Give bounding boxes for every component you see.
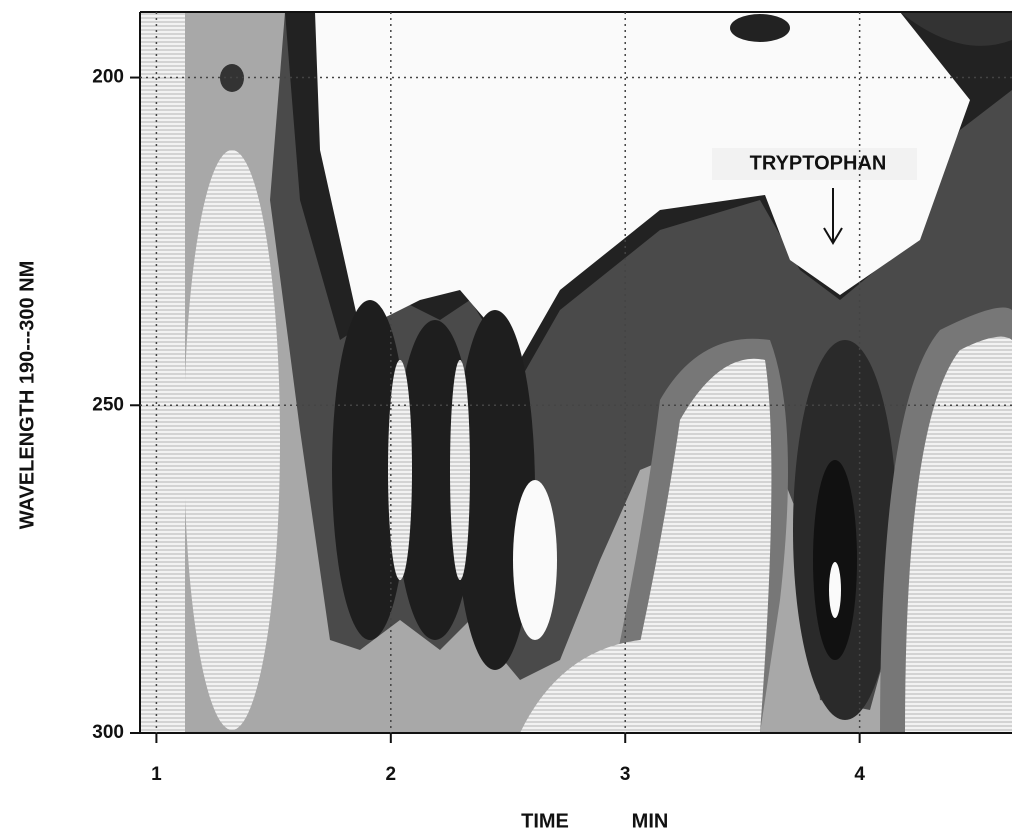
annotation-box: [712, 148, 917, 180]
x-tick-label: 4: [854, 764, 865, 785]
y-tick-label: 300: [92, 722, 124, 743]
annotation: TRYPTOPHAN: [750, 152, 887, 174]
contour-field: [140, 12, 1012, 733]
x-axis-label: TIME: [521, 810, 569, 832]
x-tick-label: 3: [620, 764, 631, 785]
y-tick-label: 200: [92, 67, 124, 88]
x-tick-label: 2: [386, 764, 397, 785]
y-axis-label: WAVELENGTH 190---300 NM: [16, 261, 38, 530]
y-tick-label: 250: [92, 394, 124, 415]
annotation-arrow: [823, 188, 843, 245]
x-axis-unit: MIN: [632, 810, 669, 832]
x-tick-label: 1: [151, 764, 162, 785]
